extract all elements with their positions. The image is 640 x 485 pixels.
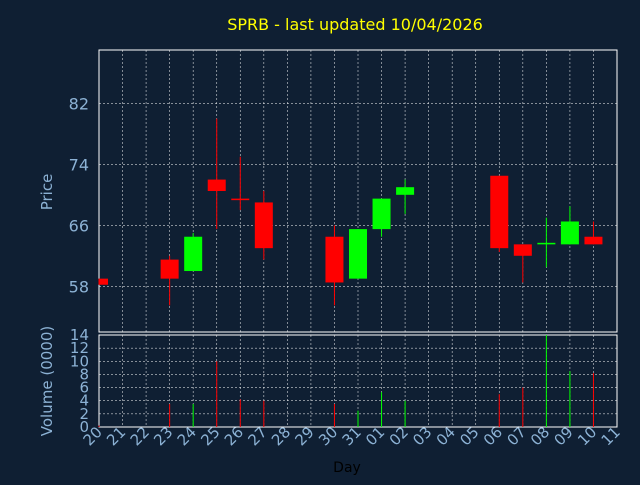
candle-body: [349, 229, 367, 279]
candle-body: [584, 236, 603, 245]
chart-title: SPRB - last updated 10/04/2026: [227, 15, 483, 34]
candle-body: [231, 198, 250, 201]
candle-body: [325, 236, 344, 283]
volume-tick-label: 14: [70, 326, 89, 344]
candle-body: [513, 244, 532, 256]
volume-bars: [98, 335, 594, 427]
candle-body: [396, 187, 415, 195]
volume-tick-label: 6: [79, 379, 89, 397]
volume-tick-label: 8: [79, 365, 89, 383]
price-tick-label: 58: [69, 277, 89, 296]
candle-body: [184, 236, 203, 272]
tick-labels: 5866748202468101214202122232425262728293…: [69, 94, 624, 449]
volume-axis-label: Volume (0000): [38, 326, 56, 436]
candle-body: [560, 221, 579, 245]
candles: [98, 118, 603, 306]
candle-body: [490, 175, 509, 249]
candle-body: [254, 202, 273, 249]
candle-body: [99, 278, 108, 285]
price-tick-label: 82: [69, 94, 89, 113]
price-tick-label: 66: [69, 216, 89, 235]
price-tick-label: 74: [69, 155, 89, 174]
volume-tick-label: 10: [70, 352, 89, 370]
volume-tick-label: 2: [79, 405, 89, 423]
volume-tick-label: 12: [70, 339, 89, 357]
price-panel-frame: [98, 49, 618, 333]
price-axis-label: Price: [38, 174, 56, 211]
candle-body: [372, 198, 391, 230]
volume-tick-label: 4: [79, 392, 89, 410]
x-axis-label: Day: [333, 460, 361, 476]
volume-tick-label: 0: [79, 418, 89, 436]
candle-body: [160, 259, 179, 279]
candle-body: [537, 242, 556, 245]
candle-body: [207, 179, 226, 191]
